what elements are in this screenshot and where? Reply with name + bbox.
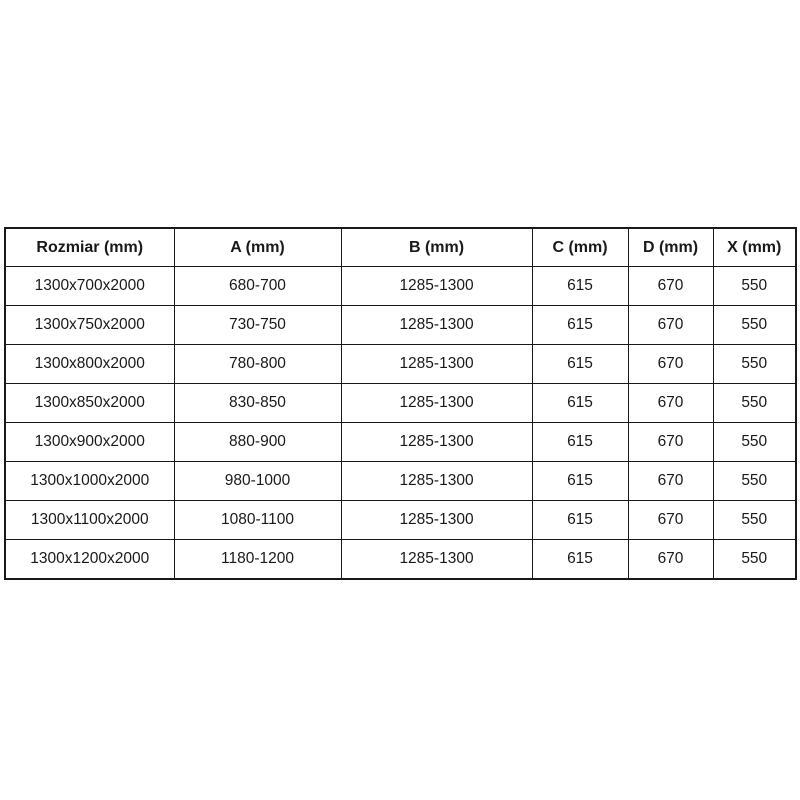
table-cell: 1300x1100x2000 — [4, 500, 175, 540]
table-cell: 670 — [627, 539, 714, 580]
column-header: B (mm) — [340, 227, 533, 267]
table-cell: 1180-1200 — [173, 539, 342, 580]
table-cell: 1285-1300 — [340, 539, 533, 580]
column-header: A (mm) — [173, 227, 342, 267]
table-row: 1300x750x2000 730-750 1285-1300 615 670 550 — [4, 305, 797, 345]
table-cell: 830-850 — [173, 383, 342, 423]
table-cell: 680-700 — [173, 266, 342, 306]
table-cell: 780-800 — [173, 344, 342, 384]
table-cell: 615 — [531, 383, 629, 423]
table-cell: 1300x850x2000 — [4, 383, 175, 423]
table-cell: 615 — [531, 422, 629, 462]
table-cell: 1300x800x2000 — [4, 344, 175, 384]
table-cell: 550 — [712, 305, 797, 345]
table-cell: 1285-1300 — [340, 344, 533, 384]
table-row: 1300x800x2000 780-800 1285-1300 615 670 550 — [4, 344, 797, 384]
table-cell: 670 — [627, 305, 714, 345]
table-cell: 1285-1300 — [340, 422, 533, 462]
table-cell: 1080-1100 — [173, 500, 342, 540]
table-cell: 615 — [531, 500, 629, 540]
table-cell: 1285-1300 — [340, 266, 533, 306]
table-cell: 670 — [627, 344, 714, 384]
table-row: 1300x850x2000 830-850 1285-1300 615 670 550 — [4, 383, 797, 423]
table-body: 1300x700x2000 680-700 1285-1300 615 670 550 13… — [4, 266, 797, 580]
table-cell: 615 — [531, 461, 629, 501]
table-cell: 1285-1300 — [340, 383, 533, 423]
column-header: X (mm) — [712, 227, 797, 267]
table-cell: 1300x750x2000 — [4, 305, 175, 345]
table-header: Rozmiar (mm) A (mm) B (mm) C (mm) D (mm) X (m… — [4, 227, 797, 267]
column-header: C (mm) — [531, 227, 629, 267]
table-row: 1300x1200x2000 1180-1200 1285-1300 615 670 55… — [4, 539, 797, 580]
table-cell: 550 — [712, 383, 797, 423]
table-cell: 670 — [627, 422, 714, 462]
table-cell: 730-750 — [173, 305, 342, 345]
table-cell: 550 — [712, 266, 797, 306]
table-row: 1300x1100x2000 1080-1100 1285-1300 615 670 55… — [4, 500, 797, 540]
table-cell: 1300x1200x2000 — [4, 539, 175, 580]
table-cell: 670 — [627, 266, 714, 306]
column-header: D (mm) — [627, 227, 714, 267]
table-cell: 550 — [712, 539, 797, 580]
table-row: 1300x1000x2000 980-1000 1285-1300 615 670 550 — [4, 461, 797, 501]
table-cell: 615 — [531, 344, 629, 384]
table-cell: 980-1000 — [173, 461, 342, 501]
table-cell: 1285-1300 — [340, 461, 533, 501]
table-cell: 670 — [627, 461, 714, 501]
table-cell: 550 — [712, 344, 797, 384]
table-cell: 615 — [531, 266, 629, 306]
table-cell: 1285-1300 — [340, 305, 533, 345]
table-cell: 670 — [627, 383, 714, 423]
table-header-row: Rozmiar (mm) A (mm) B (mm) C (mm) D (mm) X (m… — [4, 227, 797, 267]
table-row: 1300x700x2000 680-700 1285-1300 615 670 550 — [4, 266, 797, 306]
table-cell: 1300x1000x2000 — [4, 461, 175, 501]
table-cell: 880-900 — [173, 422, 342, 462]
table-cell: 550 — [712, 461, 797, 501]
table-cell: 1300x700x2000 — [4, 266, 175, 306]
table-row: 1300x900x2000 880-900 1285-1300 615 670 550 — [4, 422, 797, 462]
table-cell: 1285-1300 — [340, 500, 533, 540]
table-cell: 615 — [531, 305, 629, 345]
table-cell: 1300x900x2000 — [4, 422, 175, 462]
table-cell: 550 — [712, 422, 797, 462]
table-cell: 670 — [627, 500, 714, 540]
size-specification-table: Rozmiar (mm) A (mm) B (mm) C (mm) D (mm) X (m… — [4, 227, 797, 580]
column-header: Rozmiar (mm) — [4, 227, 175, 267]
table-cell: 550 — [712, 500, 797, 540]
table-cell: 615 — [531, 539, 629, 580]
